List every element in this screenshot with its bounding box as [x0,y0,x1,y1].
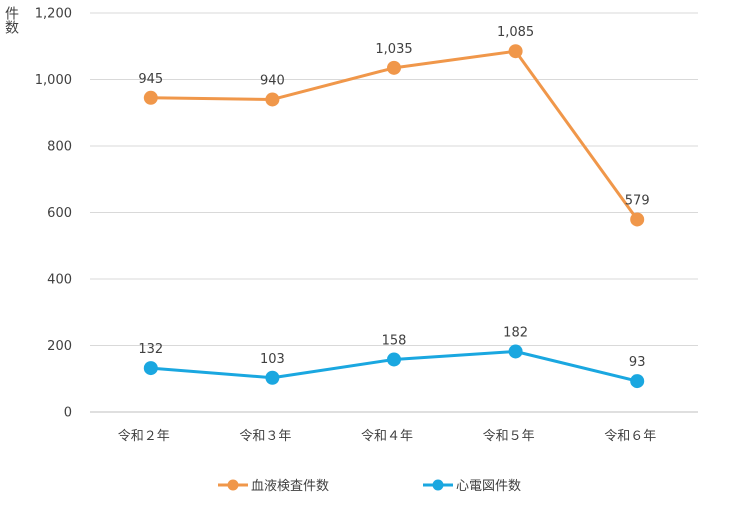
data-point [508,344,523,359]
x-tick-label: 令和３年 [239,429,291,444]
y-tick-label: 400 [47,273,72,288]
series-layer [143,44,645,389]
data-label: 158 [382,333,407,348]
data-label: 1,035 [375,42,412,57]
y-tick-label: 200 [47,339,72,354]
y-tick-label: 1,200 [35,7,72,22]
grid-layer [90,12,698,413]
x-tick-label: 令和４年 [361,429,413,444]
data-point [630,212,645,227]
x-tick-label: 令和６年 [604,429,656,444]
legend: 血液検査件数 心電図件数 [218,479,521,494]
y-tick-label: 1,000 [35,73,72,88]
legend-label-2: 心電図件数 [456,479,521,494]
y-axis-title: 件数 [3,6,19,34]
data-label-layer: 945 940 1,035 1,085 579 132 103 158 182 93 [138,25,649,370]
data-label: 182 [503,325,528,340]
data-point [143,90,158,105]
data-point [387,60,401,75]
data-point [265,92,280,107]
legend-label-1: 血液検査件数 [251,479,329,494]
data-label: 132 [138,342,163,357]
data-point [508,44,523,59]
legend-marker-2 [432,479,444,491]
legend-marker-1 [227,479,239,491]
data-label: 940 [260,73,285,88]
y-tick-label: 600 [47,206,72,221]
x-tick-label: 令和５年 [483,429,535,444]
data-point [630,374,645,389]
y-tick-label: 800 [47,140,72,155]
data-point [387,352,401,367]
data-label: 1,085 [497,25,534,40]
data-point [143,361,158,376]
data-label: 103 [260,352,285,367]
data-label: 945 [138,72,163,87]
data-label: 579 [625,193,650,208]
x-tick-label: 令和２年 [118,429,170,444]
data-label: 93 [629,355,646,370]
data-point [265,370,280,385]
series-line-1 [150,49,639,221]
y-tick-label: 0 [64,406,72,421]
